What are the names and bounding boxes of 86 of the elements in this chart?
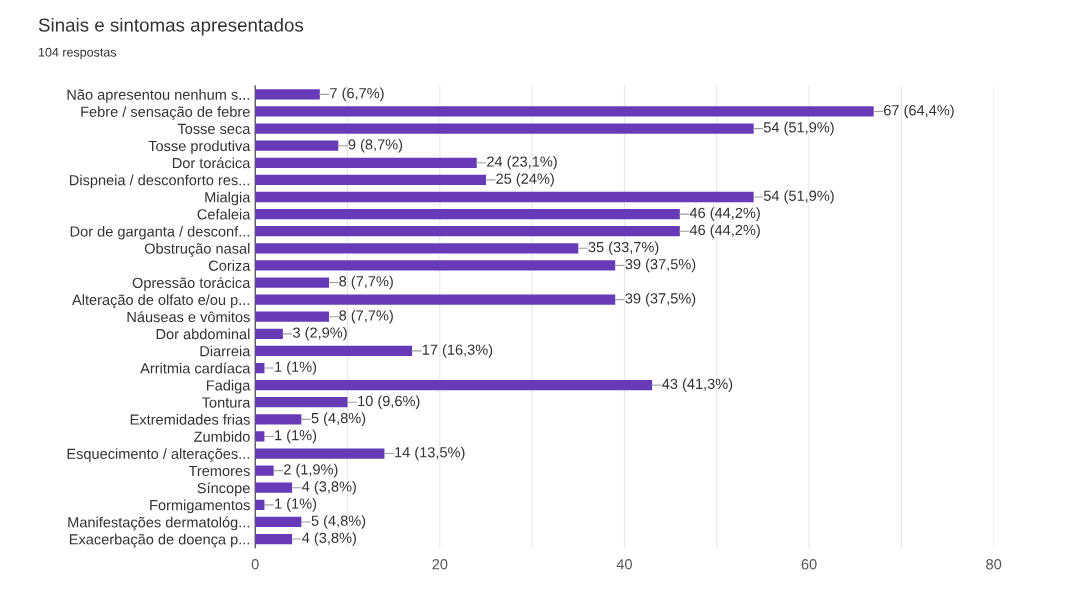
bar [255,397,348,408]
bar [255,140,339,151]
y-tick-label: Manifestações dermatológ... [68,516,250,531]
bar [255,431,265,442]
y-tick-label: Formigamentos [150,499,250,514]
y-tick-label: Tosse seca [177,123,251,135]
y-tick-label: Diarreia [200,345,251,357]
text: 104 respostas [38,47,117,60]
bar [255,191,754,203]
bar [255,174,486,186]
y-tick-label: Fadiga [206,379,251,394]
bar [255,226,680,237]
chart-title: Sinais e sintomas apresentados [38,17,304,36]
bar [255,380,653,391]
y-tick-label: Arritmia cardíaca [140,362,251,374]
data-label: 39 (37,5%) [625,258,696,273]
bar [255,123,754,134]
data-label: 17 (16,3%) [422,344,493,358]
y-tick-label: Opressão torácica [132,277,251,291]
data-label: 5 (4,8%) [311,515,366,529]
data-label: 9 (8,7%) [348,138,403,153]
y-tick-label: Dor abdominal [156,328,250,340]
bar [255,345,413,357]
x-tick-label: 60 [801,559,817,570]
bar [255,448,385,459]
bar [255,243,579,254]
y-tick-label: Não apresentou nenhum s... [67,89,250,103]
y-tick-label: Tremores [188,465,250,477]
data-label: 8 (7,7%) [339,275,393,290]
y-tick-label: Esquecimento / alterações... [67,448,250,462]
data-label: 35 (33,7%) [588,241,659,256]
data-label: 39 (37,5%) [625,292,696,307]
data-label: 5 (4,8%) [311,412,366,427]
bar [255,465,274,476]
bar [255,414,302,425]
data-label: 1 (1%) [275,498,317,512]
bar [255,106,874,117]
data-label: 7 (6,7%) [330,87,384,102]
data-label: 14 (13,5%) [395,446,465,461]
y-tick-label: Coriza [208,260,251,271]
y-tick-label: Tontura [202,397,251,408]
data-label: 2 (1,9%) [284,463,338,478]
data-label: 54 (51,9%) [763,121,834,136]
data-label: 67 (64,4%) [884,104,954,119]
x-tick-label: 40 [616,559,632,570]
y-tick-label: Exacerbação de doença p... [69,533,250,548]
x-tick-label: 80 [986,559,1002,570]
data-label: 25 (24%) [496,173,554,187]
data-label: 8 (7,7%) [339,309,393,324]
y-tick-label: Extremidades frias [130,414,250,425]
x-tick-label: 20 [432,559,448,570]
y-tick-label: Tosse produtiva [148,140,251,155]
x-tick-label: 0 [251,559,259,570]
data-label: 3 (2,9%) [293,327,347,341]
bar [255,294,616,305]
y-tick-label: Cefaleia [197,208,251,220]
data-label: 4 (3,8%) [302,480,356,495]
data-label: 46 (44,2%) [689,207,760,221]
y-tick-label: Mialgia [205,191,251,206]
data-label: 54 (51,9%) [763,190,834,204]
bar [255,260,616,271]
y-tick-label: Náuseas e vômitos [127,311,250,323]
data-label: 43 (41,3%) [662,378,733,392]
y-tick-label: Febre / sensação de febre [81,106,250,120]
bar [255,277,330,288]
y-tick-label: Obstrução nasal [144,243,250,257]
y-tick-label: Síncope [197,482,250,497]
y-tick-label: Dor de garganta / desconf... [70,225,250,240]
data-label: 46 (44,2%) [689,224,760,238]
data-label: 1 (1%) [275,361,317,375]
bar [255,533,293,545]
bar [255,516,302,528]
y-tick-label: Alteração de olfato e/ou p... [72,294,250,308]
y-tick-label: Dispneia / desconforto res... [69,174,250,189]
bar [255,208,680,220]
y-tick-label: Dor torácica [172,157,251,169]
bar [255,311,330,322]
bar [255,482,293,493]
data-label: 10 (9,6%) [358,395,420,410]
bar [255,157,477,168]
data-label: 1 (1%) [275,429,317,444]
data-label: 24 (23,1%) [487,156,557,170]
y-tick-label: Zumbido [194,431,250,442]
bar [255,328,283,339]
bar [255,89,320,100]
data-label: 4 (3,8%) [302,532,356,546]
